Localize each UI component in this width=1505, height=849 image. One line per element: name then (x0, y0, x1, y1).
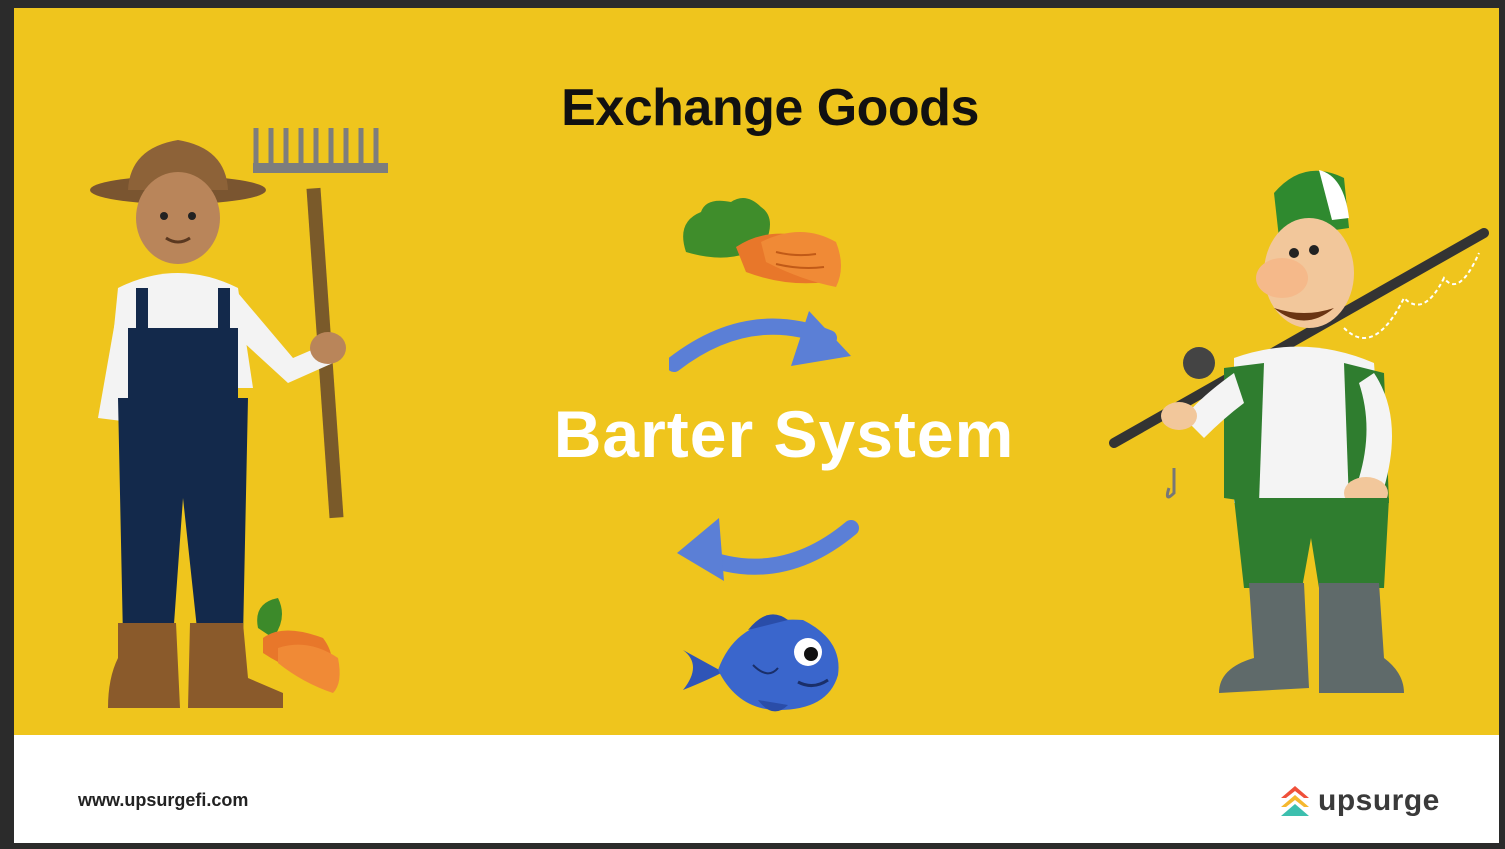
slide: Exchange Goods (14, 8, 1499, 843)
barter-system-label: Barter System (553, 397, 1015, 471)
fisherman-illustration (1109, 170, 1489, 693)
upsurge-logo-icon (1281, 786, 1309, 816)
footer-bar (14, 735, 1499, 843)
slide-title: Exchange Goods (561, 79, 979, 137)
carrots-icon (683, 198, 841, 287)
exchange-arrow-left-icon (677, 518, 859, 581)
brand-logo[interactable]: upsurge (1280, 784, 1440, 818)
brand-name: upsurge (1318, 784, 1440, 817)
website-link[interactable]: www.upsurgefi.com (78, 790, 249, 810)
farmer-illustration (90, 128, 388, 708)
fish-icon (683, 614, 839, 712)
exchange-arrow-right-icon (669, 311, 851, 372)
